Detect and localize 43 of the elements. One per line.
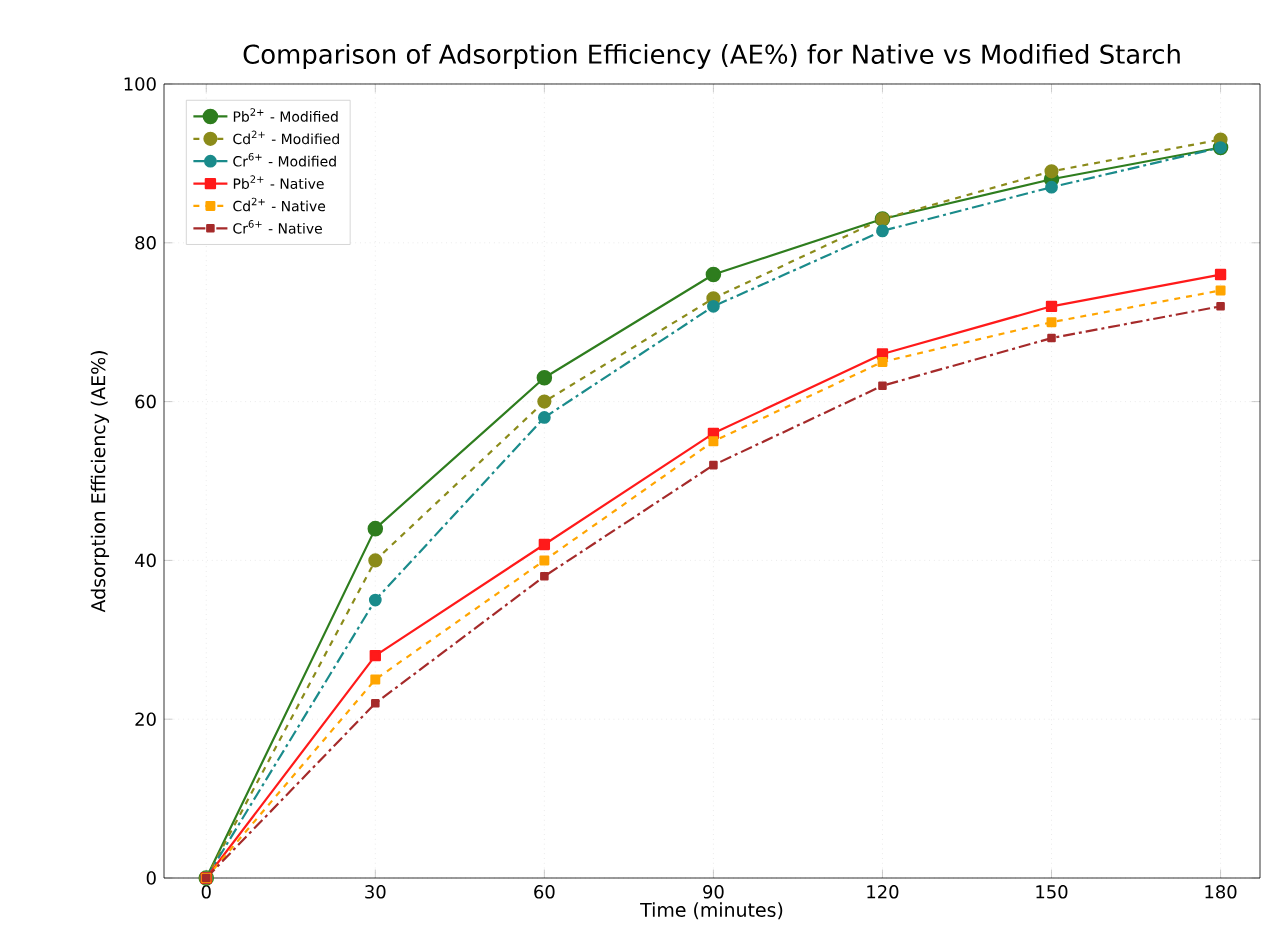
point [1045, 180, 1058, 194]
point [709, 460, 718, 470]
point [1047, 333, 1056, 343]
point [708, 436, 719, 447]
y-tick-label: 40 [135, 553, 156, 568]
point [1214, 268, 1227, 281]
point [371, 699, 380, 708]
point [370, 674, 381, 685]
point [1216, 302, 1225, 311]
x-tick-label: 60 [534, 885, 555, 899]
y-tick-label: 100 [124, 77, 156, 91]
point [369, 649, 381, 662]
chart-title: Comparison of Adsorption Efficiency (AE%) for Native vs Modified Starch [243, 43, 1180, 69]
x-tick-label: 180 [1205, 885, 1237, 899]
point [368, 593, 382, 607]
point [1046, 317, 1057, 328]
point [1215, 285, 1226, 296]
point [537, 394, 552, 409]
x-tick-label: 0 [201, 885, 211, 899]
point [707, 299, 720, 313]
point [539, 555, 550, 566]
x-tick-label: 150 [1036, 885, 1068, 899]
point [876, 224, 889, 238]
point [877, 356, 888, 367]
point [1045, 300, 1058, 312]
point [878, 381, 887, 391]
point [537, 411, 551, 424]
point [1044, 164, 1059, 179]
y-tick-label: 20 [135, 712, 156, 726]
point [368, 553, 383, 568]
y-axis-title: Adsorption Efficiency (AE%) [90, 351, 110, 613]
point [536, 370, 553, 386]
y-tick-label: 0 [146, 871, 156, 885]
x-tick-label: 120 [867, 885, 899, 899]
y-tick-label: 80 [135, 236, 156, 250]
point [367, 520, 384, 537]
point [540, 571, 549, 581]
x-tick-label: 90 [703, 885, 724, 899]
point [538, 538, 551, 551]
x-tick-label: 30 [365, 885, 386, 899]
x-axis-title: Time (minutes) [640, 902, 783, 920]
y-tick-label: 60 [135, 394, 156, 409]
point [705, 266, 722, 283]
